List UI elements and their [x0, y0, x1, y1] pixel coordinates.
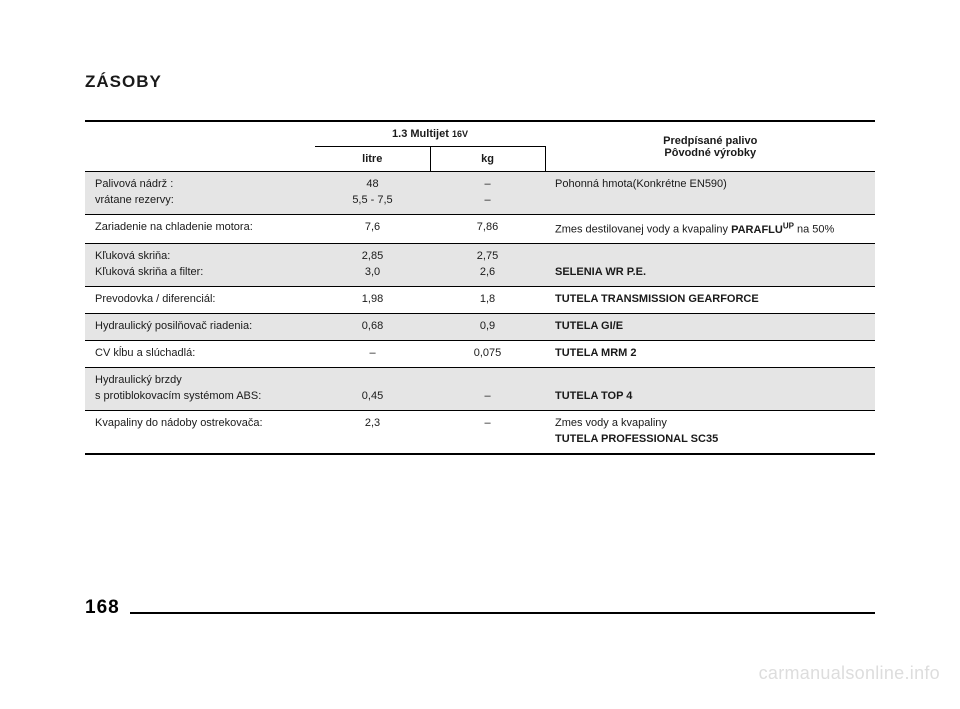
header-kg: kg [430, 147, 545, 172]
row-kg: 0,9 [430, 314, 545, 341]
header-recommended: Predpísané palivoPôvodné výrobky [545, 121, 875, 172]
row-label: Prevodovka / diferenciál: [85, 287, 315, 314]
row-label: Hydraulický posilňovač riadenia: [85, 314, 315, 341]
row-kg: 7,86 [430, 214, 545, 244]
row-kg: 2,752,6 [430, 244, 545, 287]
row-label: Palivová nádrž :vrátane rezervy: [85, 172, 315, 215]
row-label: Hydraulický brzdys protiblokovacím systé… [85, 368, 315, 411]
row-label: CV kĺbu a slúchadlá: [85, 341, 315, 368]
row-recommended: TUTELA MRM 2 [545, 341, 875, 368]
page-number: 168 [85, 597, 130, 619]
table-row: Hydraulický brzdys protiblokovacím systé… [85, 368, 875, 411]
header-engine-group: 1.3 Multijet 16V [315, 121, 545, 147]
row-litre: 2,853,0 [315, 244, 430, 287]
row-recommended: Zmes vody a kvapalinyTUTELA PROFESSIONAL… [545, 411, 875, 454]
header-litre: litre [315, 147, 430, 172]
table-row: Zariadenie na chladenie motora:7,67,86Zm… [85, 214, 875, 244]
table-row: CV kĺbu a slúchadlá:–0,075TUTELA MRM 2 [85, 341, 875, 368]
table-body: Palivová nádrž :vrátane rezervy:485,5 - … [85, 172, 875, 454]
row-recommended: SELENIA WR P.E. [545, 244, 875, 287]
row-litre: 485,5 - 7,5 [315, 172, 430, 215]
row-kg: – [430, 411, 545, 454]
row-recommended: TUTELA TOP 4 [545, 368, 875, 411]
row-label: Kvapaliny do nádoby ostrekovača: [85, 411, 315, 454]
header-blank [85, 121, 315, 172]
table-row: Kľuková skriňa:Kľuková skriňa a filter:2… [85, 244, 875, 287]
row-litre: 2,3 [315, 411, 430, 454]
table-row: Hydraulický posilňovač riadenia:0,680,9T… [85, 314, 875, 341]
row-label: Kľuková skriňa:Kľuková skriňa a filter: [85, 244, 315, 287]
row-label: Zariadenie na chladenie motora: [85, 214, 315, 244]
row-litre: 7,6 [315, 214, 430, 244]
row-recommended: TUTELA GI/E [545, 314, 875, 341]
row-recommended: Pohonná hmota(Konkrétne EN590) [545, 172, 875, 215]
capacities-table: 1.3 Multijet 16V Predpísané palivoPôvodn… [85, 120, 875, 455]
page-footer: 168 [85, 597, 875, 619]
row-recommended: TUTELA TRANSMISSION GEARFORCE [545, 287, 875, 314]
footer-rule [130, 612, 875, 614]
table-row: Kvapaliny do nádoby ostrekovača:2,3–Zmes… [85, 411, 875, 454]
row-litre: 0,68 [315, 314, 430, 341]
row-kg: 1,8 [430, 287, 545, 314]
watermark: carmanualsonline.info [759, 663, 940, 684]
row-kg: –– [430, 172, 545, 215]
row-recommended: Zmes destilovanej vody a kvapaliny PARAF… [545, 214, 875, 244]
row-kg: – [430, 368, 545, 411]
table-row: Prevodovka / diferenciál:1,981,8TUTELA T… [85, 287, 875, 314]
row-litre: 0,45 [315, 368, 430, 411]
page-title: ZÁSOBY [85, 72, 875, 92]
row-kg: 0,075 [430, 341, 545, 368]
row-litre: 1,98 [315, 287, 430, 314]
table-row: Palivová nádrž :vrátane rezervy:485,5 - … [85, 172, 875, 215]
row-litre: – [315, 341, 430, 368]
